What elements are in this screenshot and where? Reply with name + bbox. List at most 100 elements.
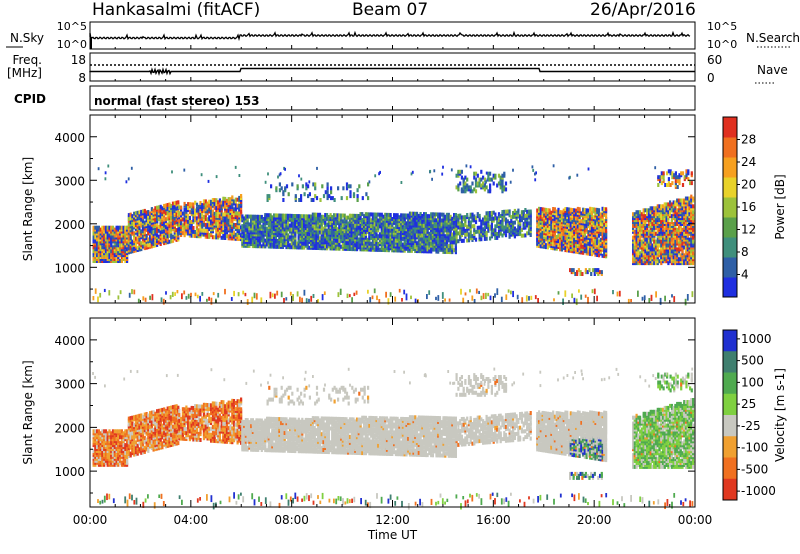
power-cell — [658, 259, 661, 264]
power-cell — [138, 237, 141, 242]
power-cell — [131, 239, 134, 244]
power-cell — [211, 235, 214, 240]
power-cell — [288, 235, 292, 240]
power-cell — [175, 200, 178, 205]
power-cell — [201, 207, 204, 211]
power-cell — [126, 225, 129, 230]
power-cell — [632, 235, 635, 240]
power-cell — [250, 214, 253, 219]
power-cell — [108, 225, 111, 230]
power-cell — [396, 248, 399, 253]
power-cell — [501, 210, 504, 214]
power-cell — [499, 225, 502, 230]
power-cell — [175, 228, 178, 233]
power-cell — [476, 229, 479, 234]
power-cell — [178, 211, 181, 216]
power-cell — [257, 238, 260, 243]
power-cell — [101, 231, 104, 236]
power-cell — [129, 212, 132, 217]
power-cell — [460, 229, 463, 234]
power-cell — [384, 220, 387, 225]
power-cell — [127, 213, 130, 218]
power-cell — [168, 202, 171, 207]
power-cell — [253, 214, 256, 219]
power-cell — [143, 246, 146, 251]
power-cell — [240, 233, 243, 238]
power-cell — [663, 202, 666, 207]
power-cell — [474, 237, 478, 242]
power-cell — [529, 209, 532, 214]
power-cell — [190, 220, 193, 224]
power-cell — [520, 210, 523, 215]
power-cell — [384, 238, 387, 243]
power-cell — [373, 212, 376, 217]
power-cell — [562, 228, 565, 233]
power-cell — [224, 232, 227, 237]
power-cell — [489, 224, 492, 229]
power-cell — [269, 242, 272, 247]
power-cell — [161, 239, 164, 244]
power-cell — [199, 201, 202, 205]
power-cell — [398, 248, 401, 253]
power-cell — [400, 227, 403, 231]
power-cell — [127, 228, 130, 233]
power-cell — [562, 208, 565, 213]
power-cell — [642, 243, 645, 248]
power-cell — [424, 239, 427, 244]
power-cell — [585, 220, 588, 224]
power-cell — [280, 233, 283, 238]
power-cell — [677, 198, 681, 203]
power-cell — [405, 213, 408, 218]
power-cell — [487, 222, 490, 227]
power-cell — [371, 239, 374, 244]
power-cell — [281, 213, 284, 218]
power-cell — [341, 219, 344, 224]
power-cell — [669, 222, 672, 226]
power-cell — [492, 228, 495, 233]
power-cell — [375, 228, 378, 233]
power-cell — [361, 212, 364, 217]
power-cell — [262, 230, 265, 235]
power-cell — [156, 215, 159, 220]
power-cell — [589, 206, 592, 211]
power-cell — [211, 198, 214, 202]
power-cell — [170, 223, 173, 228]
power-cell — [202, 199, 206, 204]
power-cell — [258, 214, 262, 219]
power-cell — [459, 229, 462, 234]
power-cell — [594, 207, 597, 212]
power-cell — [421, 219, 424, 224]
power-cell — [453, 248, 456, 253]
power-cell — [674, 243, 677, 248]
power-cell — [218, 231, 221, 236]
power-cell — [136, 210, 139, 215]
power-cell — [503, 213, 506, 218]
power-cell — [642, 223, 645, 228]
power-cell — [373, 222, 376, 227]
power-cell — [227, 201, 230, 205]
power-cell — [449, 214, 452, 219]
power-cell — [480, 219, 483, 224]
power-cell — [168, 239, 171, 244]
power-cell — [285, 235, 288, 240]
power-cell — [649, 247, 652, 252]
power-cell — [343, 244, 346, 249]
power-cell — [506, 223, 509, 228]
power-cell — [340, 244, 343, 249]
power-cell — [497, 229, 501, 234]
power-cell — [236, 211, 239, 216]
power-cell — [143, 230, 146, 235]
power-cell — [457, 225, 460, 230]
power-cell — [210, 219, 213, 224]
power-cell — [545, 207, 548, 212]
power-cell — [127, 222, 130, 227]
power-cell — [173, 201, 176, 206]
power-cell — [453, 213, 456, 217]
power-cell — [147, 237, 150, 242]
power-cell — [459, 213, 462, 218]
power-cell — [503, 217, 506, 222]
power-cell — [313, 212, 316, 217]
power-cell — [120, 253, 123, 258]
power-cell — [676, 247, 679, 252]
power-cell — [115, 225, 118, 230]
